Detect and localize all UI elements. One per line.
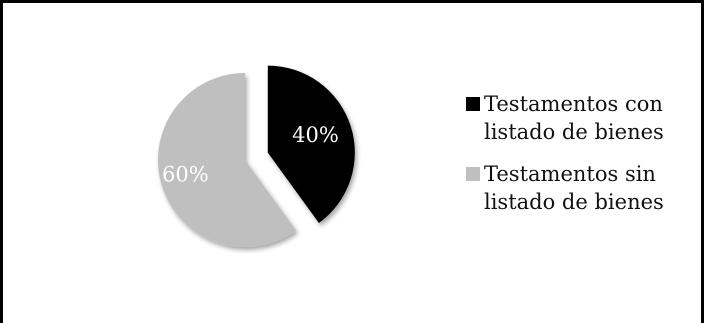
legend-label-sin: Testamentos sin listado de bienes: [484, 160, 674, 216]
legend-item-sin: Testamentos sin listado de bienes: [466, 160, 696, 216]
legend-label-con: Testamentos con listado de bienes: [484, 90, 674, 146]
legend-item-con: Testamentos con listado de bienes: [466, 90, 696, 146]
pie-label-0: 40%: [292, 123, 339, 147]
pie-label-1: 60%: [162, 163, 209, 187]
legend: Testamentos con listado de bienes Testam…: [466, 90, 696, 230]
legend-swatch-con: [466, 97, 480, 111]
legend-swatch-sin: [466, 167, 480, 181]
